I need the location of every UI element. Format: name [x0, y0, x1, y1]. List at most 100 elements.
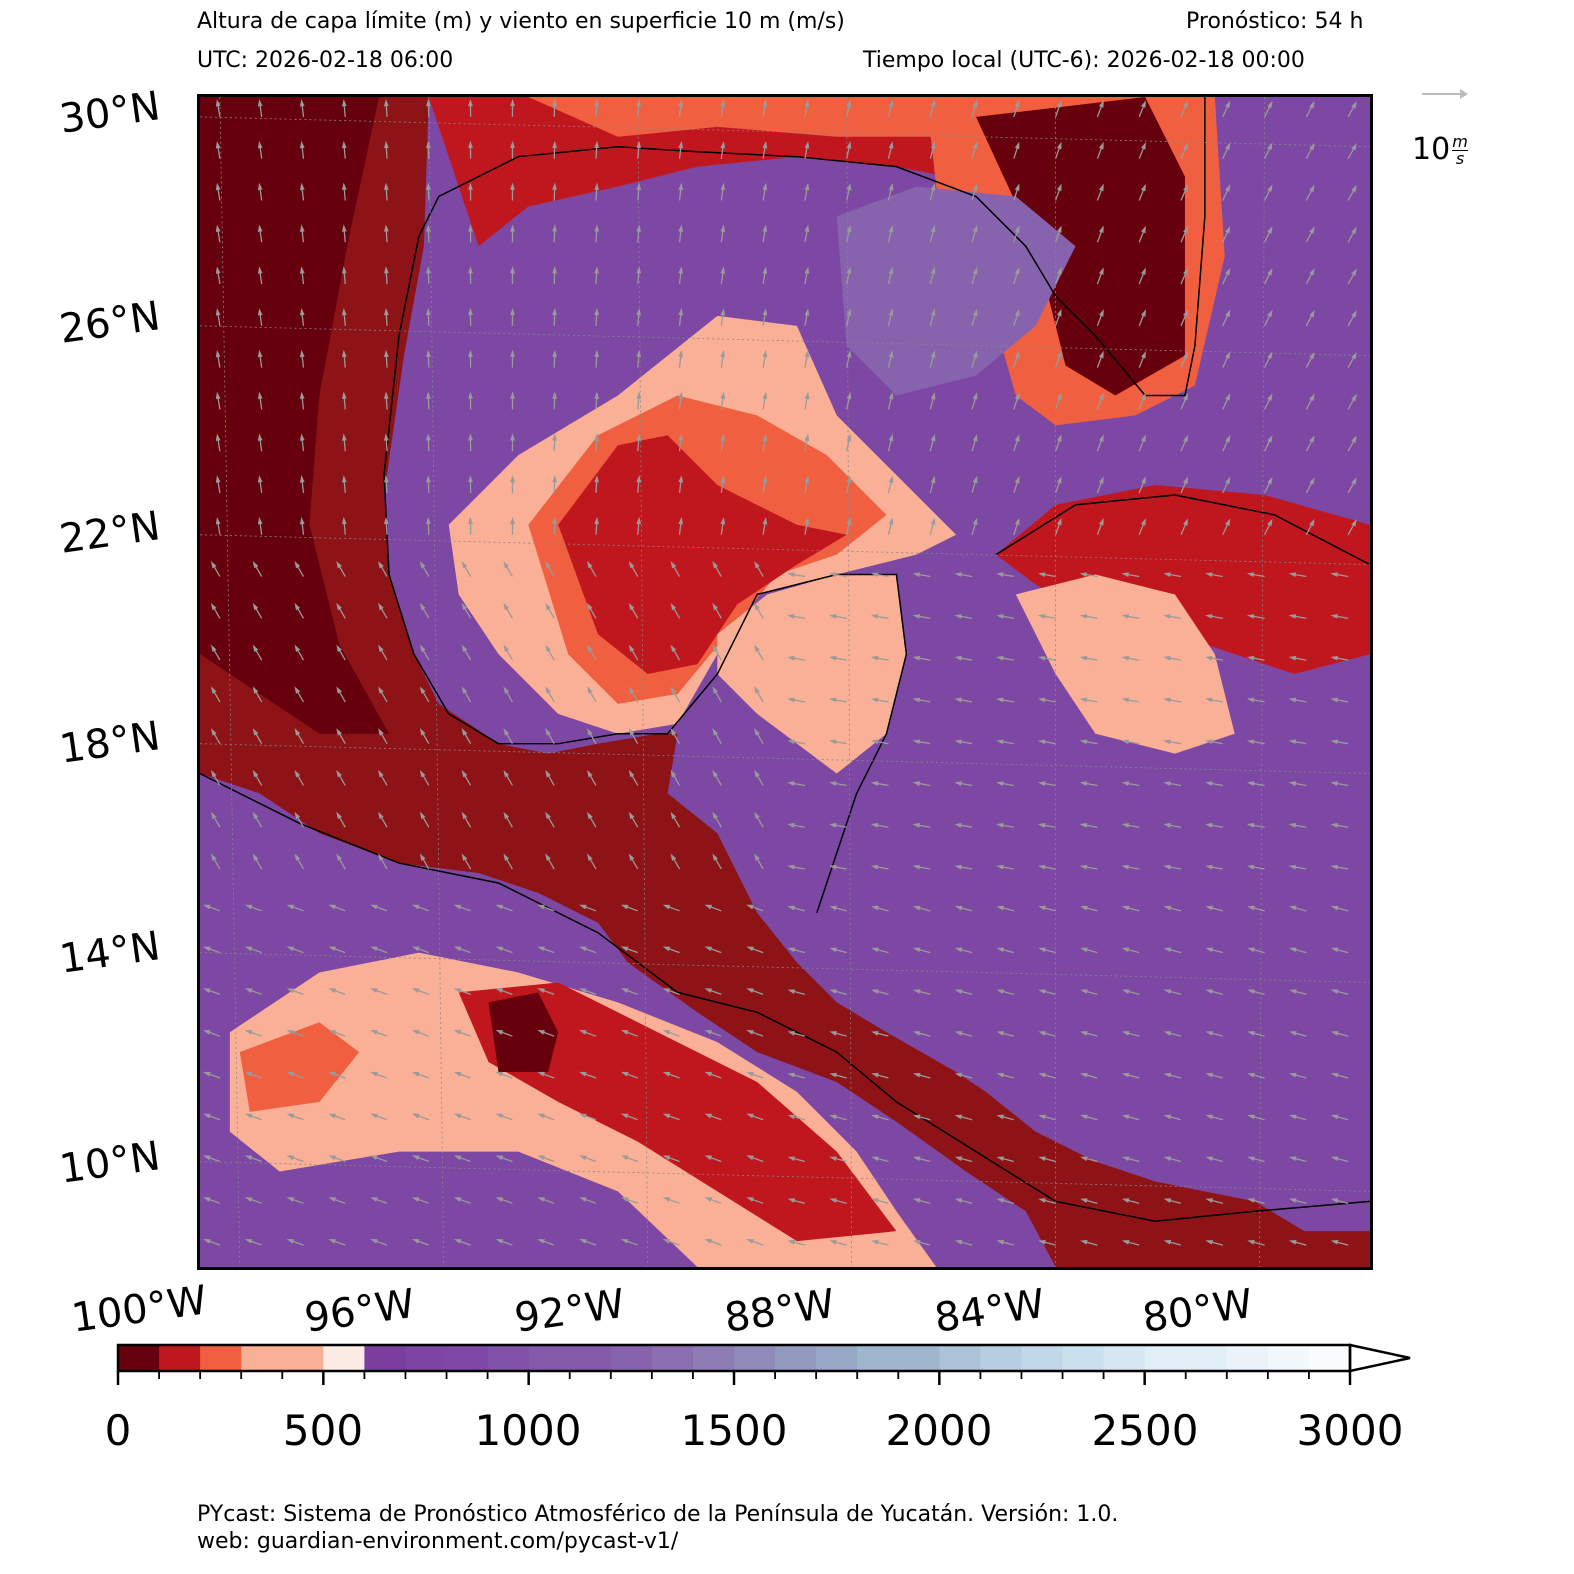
wind-arrow-head [912, 864, 921, 870]
utc-time: UTC: 2026-02-18 06:00 [197, 48, 454, 73]
wind-arrow-head [1163, 989, 1172, 994]
wind-arrow-head [996, 989, 1005, 994]
wind-arrow-head [510, 433, 515, 441]
wind-arrow-head [1205, 1072, 1213, 1078]
colorbar-segment [364, 1345, 406, 1371]
wind-arrow-head [662, 1030, 671, 1035]
wind-arrow-head [1163, 739, 1171, 745]
wind-arrow-head [1330, 655, 1338, 661]
wind-arrow-head [628, 686, 635, 694]
wind-arrow-head [510, 224, 515, 232]
wind-arrow-head [678, 433, 684, 441]
wind-arrow-head [1183, 476, 1189, 485]
wind-arrow-head [930, 517, 936, 525]
wind-arrow-head [996, 947, 1005, 953]
wind-arrow-head [1163, 655, 1171, 661]
wind-arrow-head [257, 99, 263, 107]
wind-arrow-head [1121, 614, 1130, 619]
wind-arrow-head [299, 391, 305, 399]
wind-arrow-head [1038, 1156, 1046, 1162]
wind-arrow-head [1330, 1072, 1339, 1078]
wind-arrow-head [419, 728, 426, 736]
wind-arrow-head [972, 99, 978, 108]
wind-arrow-head [210, 686, 217, 694]
wind-arrow-head [787, 1156, 796, 1162]
wind-arrow-head [1289, 947, 1297, 953]
wind-arrow-head [411, 1238, 420, 1244]
wind-arrow-head [720, 182, 726, 191]
wind-arrow-head [954, 572, 962, 578]
wind-arrow-head [1351, 351, 1357, 360]
wind-arrow-head [378, 644, 384, 653]
wind-arrow-head [1163, 781, 1171, 786]
colorbar-segment [159, 1345, 201, 1371]
wind-arrow-head [453, 946, 462, 952]
wind-arrow-head [1267, 100, 1273, 109]
wind-arrow-head [787, 864, 795, 870]
wind-arrow-head [587, 686, 593, 694]
wind-arrow-head [341, 307, 347, 316]
wind-arrow-head [495, 1071, 504, 1077]
wind-arrow-head [257, 140, 263, 149]
wind-arrow-head [1330, 1156, 1339, 1162]
wind-arrow-head [286, 1113, 295, 1119]
wind-arrow-head [1056, 308, 1062, 317]
wind-arrow-head [1098, 141, 1104, 150]
wind-vectors [203, 98, 1357, 1246]
wind-arrow-head [912, 1031, 921, 1036]
wind-arrow-head [620, 1238, 629, 1244]
wind-arrow-head [294, 644, 301, 653]
wind-arrow-head [252, 644, 259, 653]
wind-arrow-head [341, 349, 347, 358]
wind-arrow-head [203, 1030, 211, 1035]
wind-arrow-head [370, 1113, 378, 1119]
wind-arrow-head [1079, 655, 1088, 661]
wind-arrow-head [787, 1072, 796, 1078]
wind-arrow-head [829, 697, 837, 703]
wind-arrow-head [1267, 267, 1273, 276]
wind-arrow-head [1183, 100, 1189, 109]
wind-arrow-head [1037, 572, 1046, 578]
colorbar-segment [528, 1345, 571, 1371]
graticule [200, 97, 1370, 1267]
wind-arrow-head [1205, 947, 1213, 953]
wind-arrow-head [912, 947, 921, 953]
wind-arrow-head [1037, 614, 1046, 619]
wind-arrow-head [1351, 435, 1357, 443]
wind-arrow-head [1079, 864, 1088, 870]
wind-arrow-head [1247, 1156, 1255, 1162]
wind-arrow-head [210, 769, 217, 778]
wind-arrow-head [930, 475, 936, 484]
wind-arrow-head [620, 1113, 629, 1119]
wind-arrow-head [1163, 1240, 1172, 1245]
wind-arrow-head [215, 99, 221, 107]
wind-arrow-head [378, 602, 384, 611]
wind-arrow-head [754, 602, 760, 611]
wind-arrow-head [426, 475, 431, 483]
wind-arrow-head [257, 182, 263, 191]
wind-arrow-head [495, 1030, 504, 1035]
wind-arrow-head [1163, 905, 1172, 911]
wind-arrow-head [1330, 1240, 1339, 1245]
wind-arrow-head [636, 516, 642, 525]
wind-arrow-head [510, 349, 515, 357]
wind-arrow-head [1246, 823, 1255, 828]
wind-arrow-head [453, 988, 462, 993]
wind-arrow-head [552, 433, 557, 441]
wind-arrow-head [336, 686, 342, 694]
wind-arrow-head [244, 988, 253, 993]
wind-arrow-head [1080, 1156, 1088, 1162]
wind-arrow-head [257, 266, 263, 274]
wind-arrow-head [1247, 1072, 1255, 1078]
wind-arrow-head [510, 98, 515, 107]
wind-arrow-head [495, 1113, 504, 1119]
wind-arrow-head [704, 1197, 713, 1202]
wind-arrow-head [461, 728, 468, 736]
wind-arrow-head [468, 349, 473, 357]
wind-arrow-head [1205, 572, 1213, 578]
wind-arrow-head [328, 946, 336, 952]
wind-arrow-head [846, 99, 852, 107]
wind-arrow-head [746, 1238, 754, 1244]
colorbar-segment [1144, 1345, 1187, 1371]
wind-arrow-head [552, 307, 557, 316]
